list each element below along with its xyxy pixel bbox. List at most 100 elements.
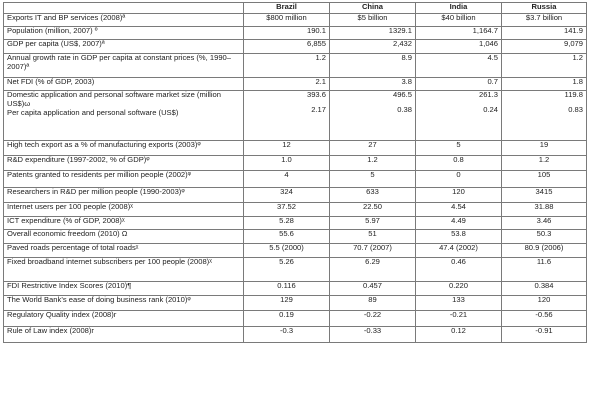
cell-value: 0.8 — [453, 155, 464, 164]
cell-value: 133 — [452, 295, 465, 304]
cell-value: $3.7 billion — [525, 13, 563, 22]
table-row: R&D expenditure (1997-2002, % of GDP)ᵠ 1.… — [3, 155, 587, 171]
cell-value: 5.26 — [279, 257, 294, 266]
cell-value: 120 — [537, 295, 551, 304]
header-india: India — [415, 2, 502, 14]
cell-value: 324 — [280, 187, 293, 196]
cell-china: 22.50 — [329, 202, 416, 217]
table-row: Annual growth rate in GDP per capita at … — [3, 53, 587, 78]
cell-value: 129 — [280, 295, 293, 304]
row-label-text: Fixed broadband internet subscribers per… — [7, 257, 212, 266]
cell-india: 1,164.7 — [415, 26, 502, 40]
cell-value: 4 — [284, 170, 289, 179]
cell-india: $40 billion — [415, 13, 502, 27]
cell-value: -0.91 — [535, 326, 553, 335]
cell-india: 0.12 — [415, 326, 502, 343]
cell-value: 47.4 (2002) — [439, 243, 478, 252]
cell-value: 5 — [370, 170, 375, 179]
cell-brazil: 2.1 — [243, 77, 330, 91]
cell-russia: 9,079 — [501, 39, 587, 54]
cell-value: 0 — [456, 170, 461, 179]
cell-value: -0.33 — [363, 326, 382, 335]
cell-russia: 19 — [501, 140, 587, 156]
table-row: Patents granted to residents per million… — [3, 170, 587, 188]
cell-value: 1.2 — [315, 53, 326, 62]
cell-brazil: 5.26 — [243, 257, 330, 282]
cell-brazil: 324 — [243, 187, 330, 203]
cell-value: 37.52 — [276, 202, 296, 211]
cell-value: 141.9 — [563, 26, 583, 35]
cell-china: 27 — [329, 140, 416, 156]
row-label-text: Paved roads percentage of total roadsᵡ — [7, 243, 139, 252]
cell-value: 3415 — [535, 187, 553, 196]
cell-value-secondary: 0.83 — [568, 104, 583, 114]
table-row: FDI Restrictive Index Scores (2010)¶ 0.11… — [3, 281, 587, 296]
cell-china: 5.97 — [329, 216, 416, 230]
row-label: Researchers in R&D per million people (1… — [3, 187, 244, 203]
cell-value: $5 billion — [357, 13, 388, 22]
cell-value: 119.8 — [564, 90, 583, 99]
row-label-text: Population (million, 2007) º — [7, 26, 98, 35]
row-label-text: Overall economic freedom (2010) Ω — [7, 229, 128, 238]
cell-china: 89 — [329, 295, 416, 311]
cell-value: 12 — [282, 140, 291, 149]
cell-brazil: 0.19 — [243, 310, 330, 327]
cell-brazil: 129 — [243, 295, 330, 311]
cell-value: -0.22 — [363, 310, 382, 319]
cell-china: 0.457 — [329, 281, 416, 296]
cell-russia: 31.88 — [501, 202, 587, 217]
cell-value: 70.7 (2007) — [353, 243, 392, 252]
cell-value: 80.9 (2006) — [524, 243, 564, 252]
cell-value: 31.88 — [534, 202, 554, 211]
cell-china: 3.8 — [329, 77, 416, 91]
cell-russia: 50.3 — [501, 229, 587, 244]
cell-russia: 11.6 — [501, 257, 587, 282]
row-label-text: Exports IT and BP services (2008)ª — [7, 13, 126, 22]
row-label: High tech export as a % of manufacturing… — [3, 140, 244, 156]
header-row: Brazil China India Russia — [3, 2, 587, 14]
cell-value: 53.8 — [451, 229, 466, 238]
header-china: China — [329, 2, 416, 14]
cell-russia: 1.8 — [501, 77, 587, 91]
cell-brazil: 0.116 — [243, 281, 330, 296]
cell-value: 1.2 — [572, 53, 583, 62]
cell-value: 0.220 — [448, 281, 468, 290]
cell-value: 1.2 — [367, 155, 378, 164]
cell-brazil: 1.2 — [243, 53, 330, 78]
table-row: Fixed broadband internet subscribers per… — [3, 257, 587, 282]
cell-value: 393.6 — [306, 90, 326, 99]
cell-value: -0.3 — [279, 326, 294, 335]
cell-india: 53.8 — [415, 229, 502, 244]
cell-india: 4.54 — [415, 202, 502, 217]
cell-russia: 3.46 — [501, 216, 587, 230]
cell-brazil: 393.6 2.17 — [243, 90, 330, 141]
cell-brazil: 5.28 — [243, 216, 330, 230]
cell-value: 261.3 — [478, 90, 498, 99]
cell-value-secondary: 2.17 — [311, 104, 326, 114]
row-label-text: Annual growth rate in GDP per capita at … — [7, 53, 232, 71]
row-label: Paved roads percentage of total roadsᵡ — [3, 243, 244, 258]
cell-russia: 0.384 — [501, 281, 587, 296]
row-label: GDP per capita (US$, 2007)ª — [3, 39, 244, 54]
cell-value: 22.50 — [362, 202, 382, 211]
row-label: Fixed broadband internet subscribers per… — [3, 257, 244, 282]
row-label-text: Patents granted to residents per million… — [7, 170, 192, 179]
cell-value: 3.8 — [401, 77, 412, 86]
cell-value: 105 — [537, 170, 551, 179]
cell-value: 50.3 — [536, 229, 552, 238]
cell-brazil: 5.5 (2000) — [243, 243, 330, 258]
cell-china: 1.2 — [329, 155, 416, 171]
cell-value-secondary: 0.24 — [483, 104, 498, 114]
cell-brazil: 6,855 — [243, 39, 330, 54]
cell-value: 1,164.7 — [472, 26, 498, 35]
cell-value: 1,046 — [478, 39, 498, 48]
cell-value: 89 — [368, 295, 377, 304]
cell-value: 3.46 — [536, 216, 552, 225]
cell-value: -0.56 — [535, 310, 553, 319]
row-label: Exports IT and BP services (2008)ª — [3, 13, 244, 27]
cell-china: 1329.1 — [329, 26, 416, 40]
cell-india: -0.21 — [415, 310, 502, 327]
cell-china: $5 billion — [329, 13, 416, 27]
cell-value: 2,432 — [392, 39, 412, 48]
cell-india: 261.3 0.24 — [415, 90, 502, 141]
